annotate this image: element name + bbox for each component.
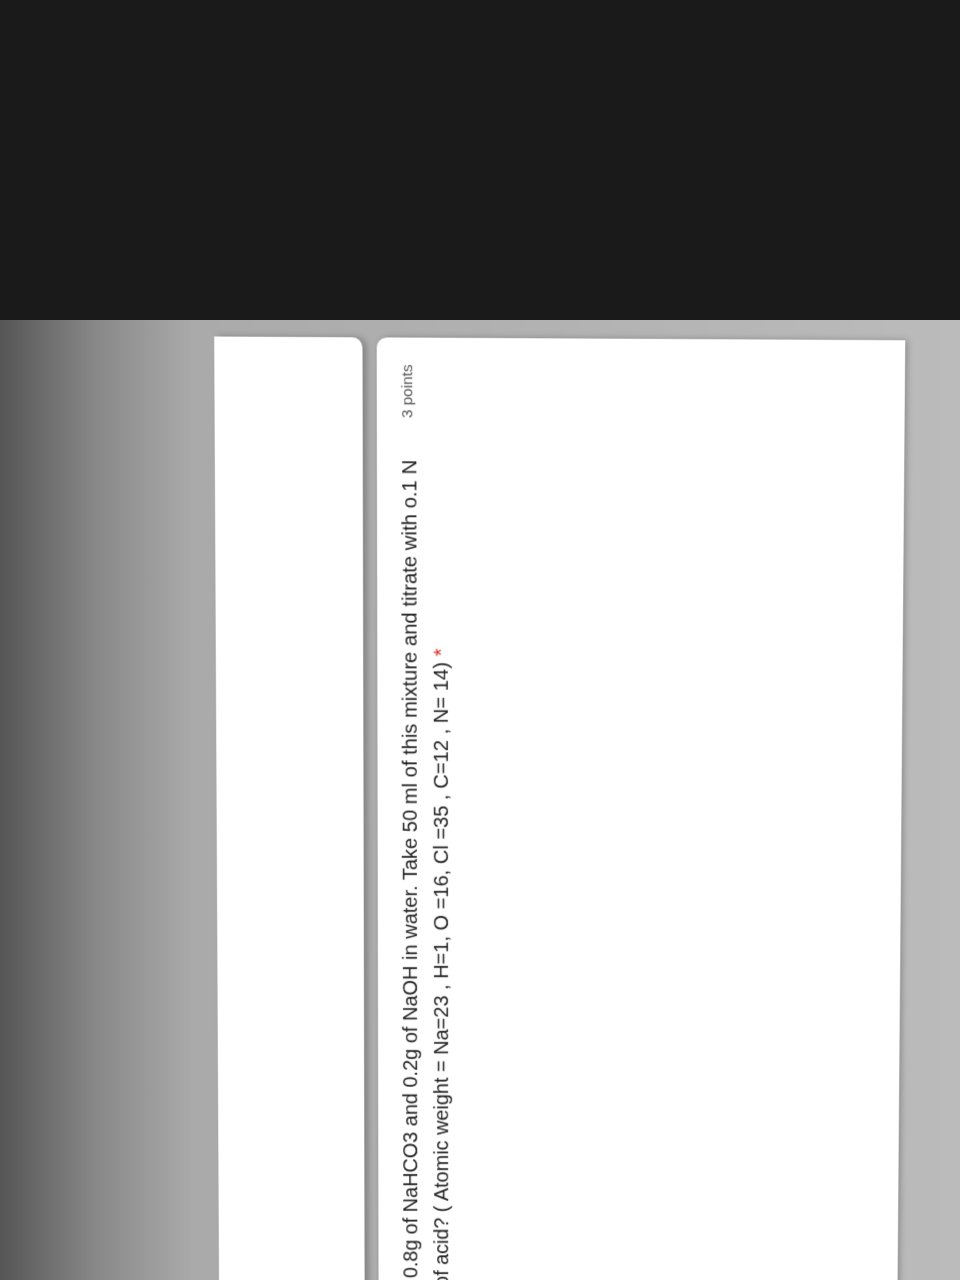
screen-photo-area: 1,4-dimethylbenzene 1,3-dimethylbenzene …	[0, 320, 960, 1280]
option-row[interactable]: 5 ml.	[525, 365, 570, 1280]
form-screen: 1,4-dimethylbenzene 1,3-dimethylbenzene …	[255, 337, 704, 1280]
option-row[interactable]: 1,3-dimethylbenzene	[300, 364, 348, 1280]
option-row[interactable]: 30 ml.	[482, 365, 527, 1280]
question-card-previous: 1,4-dimethylbenzene 1,3-dimethylbenzene	[214, 337, 365, 1280]
question-body: 250 ml volume of a mixture of 0.8g of Na…	[399, 460, 453, 1280]
option-row[interactable]: 10 ml.	[612, 366, 659, 1280]
question-text: 250 ml volume of a mixture of 0.8g of Na…	[395, 418, 458, 1280]
option-row[interactable]: 25 ml.	[569, 366, 615, 1280]
option-row[interactable]: 45 ml.	[656, 366, 704, 1280]
points-label: 3 points	[399, 365, 416, 419]
question-header: 250 ml volume of a mixture of 0.8g of Na…	[395, 365, 458, 1280]
required-mark: *	[431, 649, 453, 657]
option-row[interactable]: 1,4-dimethylbenzene	[255, 364, 304, 1280]
question-card: 250 ml volume of a mixture of 0.8g of Na…	[377, 338, 906, 1280]
